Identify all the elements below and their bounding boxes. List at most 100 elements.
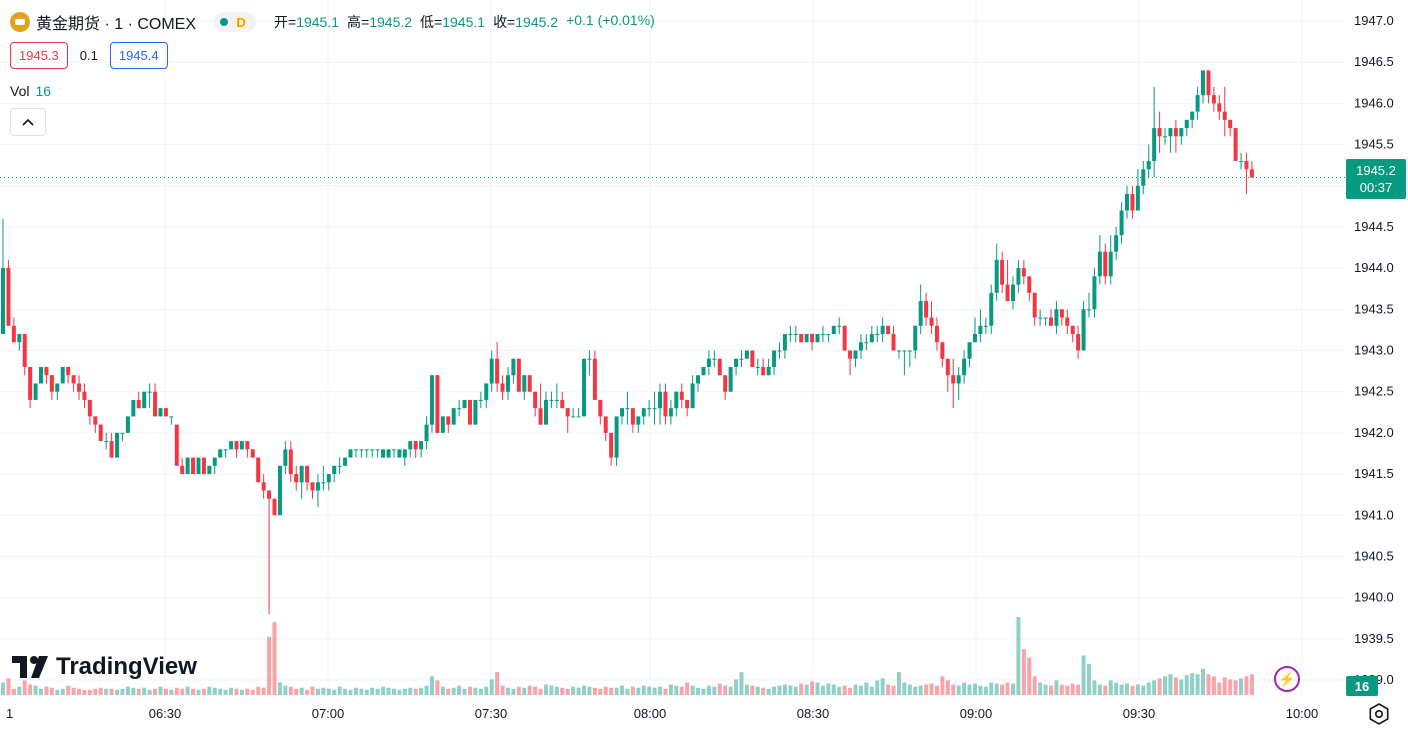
candle bbox=[522, 375, 527, 400]
candle bbox=[978, 309, 983, 343]
collapse-legend-button[interactable] bbox=[10, 108, 46, 136]
candle-body bbox=[223, 449, 228, 451]
volume-bar bbox=[348, 689, 353, 695]
candle bbox=[799, 334, 804, 343]
volume-bar bbox=[104, 688, 109, 695]
time-tick-label: 08:30 bbox=[797, 706, 830, 721]
candle bbox=[1211, 86, 1216, 112]
volume-bar bbox=[169, 689, 174, 695]
sell-button[interactable]: 1945.3 bbox=[10, 42, 68, 69]
ohlc-close: 收=1945.2 bbox=[493, 14, 559, 30]
settings-icon[interactable] bbox=[1368, 703, 1390, 725]
volume-bar bbox=[1087, 663, 1091, 695]
candle bbox=[690, 375, 695, 409]
candle bbox=[147, 383, 152, 409]
candle-body bbox=[234, 441, 239, 450]
candle bbox=[983, 317, 988, 335]
volume-bar bbox=[641, 685, 646, 695]
candle-body bbox=[690, 383, 695, 409]
volume-bar bbox=[886, 684, 891, 695]
candle bbox=[511, 358, 516, 384]
delayed-data-badge[interactable]: D bbox=[232, 13, 251, 31]
time-axis[interactable]: 1 06:30 07:00 07:30 08:00 08:30 09:00 09:30 10:0… bbox=[6, 706, 1318, 721]
candle-body bbox=[679, 391, 684, 400]
volume-bar bbox=[571, 686, 576, 695]
candle-body bbox=[495, 358, 500, 384]
candle bbox=[364, 449, 369, 458]
volume-bar bbox=[1152, 680, 1157, 695]
candle-body bbox=[853, 350, 858, 359]
candle-body bbox=[875, 334, 880, 336]
candle bbox=[381, 449, 386, 458]
candle bbox=[739, 350, 744, 367]
volume-bar bbox=[234, 688, 239, 695]
candle bbox=[1239, 152, 1244, 170]
candle-body bbox=[1206, 70, 1211, 96]
candle-body bbox=[983, 325, 988, 327]
symbol-title[interactable]: 黄金期货 · 1 · COMEX bbox=[36, 16, 197, 33]
price-axis[interactable]: 1947.01946.51946.01945.51945.01944.51944… bbox=[1354, 13, 1394, 687]
candle-body bbox=[1076, 334, 1081, 351]
candle-body bbox=[516, 358, 521, 392]
price-tick-label: 1946.0 bbox=[1354, 95, 1394, 110]
volume-bar bbox=[951, 684, 956, 695]
candle bbox=[71, 375, 76, 392]
candle-body bbox=[1070, 325, 1075, 335]
candle bbox=[576, 408, 581, 418]
candle-body bbox=[1021, 268, 1026, 277]
candle-body bbox=[712, 358, 717, 360]
candle-body bbox=[1054, 309, 1059, 326]
tradingview-logo[interactable]: TradingView bbox=[12, 653, 197, 681]
candle-body bbox=[869, 334, 874, 343]
candle-body bbox=[1081, 309, 1086, 351]
candle bbox=[234, 441, 239, 458]
volume-bar bbox=[766, 688, 771, 695]
market-status-badges[interactable]: D bbox=[214, 12, 257, 32]
trade-buttons: 1945.3 0.1 1945.4 bbox=[10, 42, 168, 69]
buy-button[interactable]: 1945.4 bbox=[109, 42, 168, 69]
volume-bar bbox=[869, 686, 874, 695]
candle-body bbox=[1244, 161, 1249, 170]
volume-bar bbox=[560, 687, 565, 695]
candle-body bbox=[402, 449, 407, 458]
volume-bar bbox=[907, 684, 912, 695]
candle bbox=[245, 441, 250, 458]
candle bbox=[321, 465, 326, 491]
chart-legend-header: 黄金期货 · 1 · COMEX D 开=1945.1 高=1945.2 低=1… bbox=[10, 10, 655, 34]
volume-bar bbox=[679, 686, 684, 695]
candle-body bbox=[750, 350, 755, 367]
volume-bar bbox=[93, 688, 98, 695]
volume-bar bbox=[967, 684, 972, 695]
volume-bar bbox=[658, 686, 663, 695]
candle bbox=[706, 350, 711, 376]
candle bbox=[1054, 301, 1059, 335]
volume-legend[interactable]: Vol 16 bbox=[10, 83, 51, 99]
tradingview-logo-icon bbox=[12, 656, 48, 678]
volume-bar bbox=[744, 684, 749, 695]
volume-bar bbox=[359, 688, 364, 695]
volume-bar bbox=[788, 685, 793, 695]
volume-bar bbox=[33, 685, 38, 695]
candle-body bbox=[544, 399, 548, 425]
candle bbox=[603, 416, 608, 442]
candle-body bbox=[180, 465, 185, 475]
candle bbox=[750, 350, 755, 367]
candle bbox=[1168, 128, 1173, 153]
candle-body bbox=[913, 325, 918, 351]
volume-bar bbox=[1239, 678, 1244, 695]
volume-bar bbox=[17, 686, 22, 695]
volume-bar bbox=[44, 686, 49, 695]
candle-body bbox=[592, 358, 597, 400]
candle bbox=[196, 457, 201, 475]
lightning-icon[interactable]: ⚡ bbox=[1274, 666, 1300, 692]
volume-bar bbox=[1179, 679, 1184, 695]
candle-body bbox=[614, 416, 619, 458]
candle-body bbox=[668, 408, 673, 417]
candle-body bbox=[1157, 128, 1162, 137]
volume-bar bbox=[978, 685, 983, 695]
candle-body bbox=[294, 474, 299, 483]
volume-bar bbox=[663, 688, 668, 695]
candle-body bbox=[11, 325, 16, 343]
volume-bar bbox=[1048, 685, 1053, 695]
